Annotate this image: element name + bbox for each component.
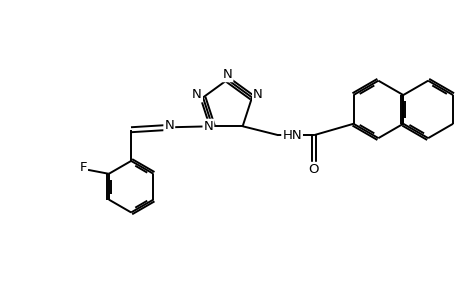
Text: N: N (164, 119, 174, 132)
Text: HN: HN (282, 129, 301, 142)
Text: N: N (252, 88, 262, 101)
Text: N: N (222, 68, 232, 81)
Text: O: O (308, 163, 319, 176)
Text: N: N (192, 88, 202, 101)
Text: F: F (79, 161, 87, 174)
Text: N: N (203, 120, 213, 133)
